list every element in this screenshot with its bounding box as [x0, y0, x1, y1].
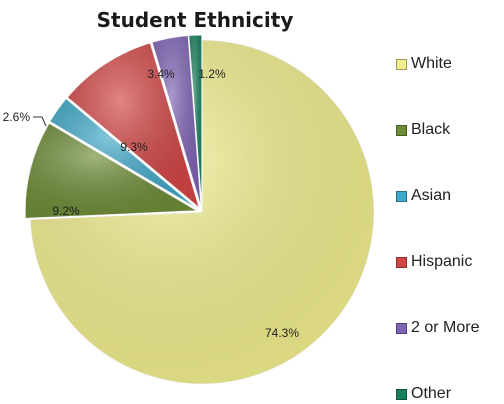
pie-slice-shade-asian [49, 98, 198, 210]
slice-label-hispanic: 9.3% [120, 140, 148, 154]
legend-item-white: White [396, 54, 452, 74]
legend-item-asian: Asian [396, 186, 451, 206]
slice-label-white: 74.3% [265, 326, 299, 340]
legend-label-black: Black [411, 121, 451, 138]
pie-slice-shade-white [30, 40, 375, 384]
legend-item-hispanic: Hispanic [396, 252, 472, 272]
chart-title: Student Ethnicity [96, 8, 294, 32]
legend-item-2-or-more: 2 or More [396, 318, 479, 338]
legend-swatch-asian [396, 190, 407, 202]
legend-label-hispanic: Hispanic [411, 253, 473, 270]
legend-swatch-black [396, 124, 407, 136]
pie-slice-shade-2-or-more [152, 35, 202, 208]
legend-item-black: Black [396, 120, 450, 140]
slice-label-2-or-more: 3.4% [147, 67, 175, 81]
pie-slice-shade-hispanic [67, 42, 200, 208]
slice-label-asian: 2.6% [3, 110, 31, 124]
legend-label-2-or-more: 2 or More [411, 319, 480, 336]
slice-label-black: 9.2% [52, 204, 80, 218]
slice-label-other: 1.2% [198, 67, 226, 81]
pie-chart: 74.3% 9.2% 2.6% 9.3% 3.4% 1.2% [3, 34, 375, 385]
legend-item-other: Other [396, 384, 451, 404]
legend-swatch-hispanic [396, 256, 407, 268]
leader-line-asian [33, 116, 47, 127]
legend-label-other: Other [411, 385, 452, 402]
legend-label-asian: Asian [411, 187, 452, 204]
legend-swatch-white [396, 58, 407, 70]
pie-slice-shade-other [188, 35, 202, 208]
legend-label-white: White [411, 55, 452, 72]
pie-slice-shade-black [25, 123, 198, 219]
legend-swatch-2-or-more [396, 322, 407, 334]
